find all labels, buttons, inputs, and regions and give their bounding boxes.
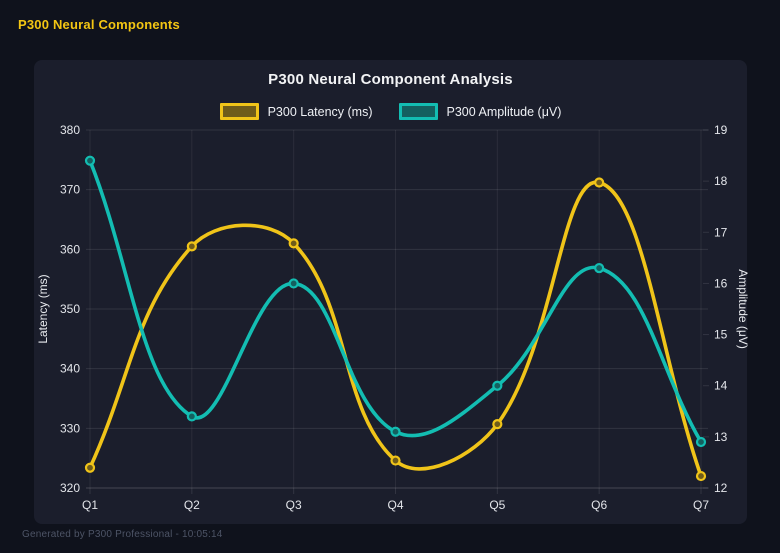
legend-swatch-latency: [219, 103, 259, 120]
data-point-0-Q5[interactable]: [492, 419, 503, 430]
data-point-0-Q1[interactable]: [84, 462, 96, 473]
y-left-tick-label: 340: [60, 362, 80, 376]
x-tick-label: Q1: [82, 498, 98, 512]
data-point-1-Q4[interactable]: [390, 426, 401, 437]
data-point-0-Q3[interactable]: [288, 238, 299, 249]
legend-item-amplitude[interactable]: P300 Amplitude (μV): [398, 103, 562, 120]
y-right-tick-label: 14: [714, 379, 728, 393]
y-right-axis-title: Amplitude (μV): [736, 269, 750, 349]
x-tick-label: Q5: [489, 498, 505, 512]
legend-label-latency: P300 Latency (ms): [267, 104, 373, 119]
y-right-tick-label: 13: [714, 430, 728, 444]
y-left-tick-label: 330: [60, 421, 80, 435]
data-point-0-Q7[interactable]: [695, 470, 707, 482]
y-left-axis-title: Latency (ms): [36, 274, 50, 343]
y-right-tick-label: 17: [714, 225, 728, 239]
data-point-0-Q4[interactable]: [390, 455, 401, 466]
y-right-tick-label: 12: [714, 481, 728, 495]
y-left-tick-label: 370: [60, 183, 80, 197]
y-left-tick-label: 320: [60, 481, 80, 495]
data-point-1-Q7[interactable]: [695, 436, 707, 448]
x-tick-label: Q2: [184, 498, 200, 512]
data-point-0-Q2[interactable]: [186, 241, 197, 252]
x-tick-label: Q6: [591, 498, 607, 512]
x-tick-label: Q4: [387, 498, 403, 512]
y-right-tick-label: 19: [714, 123, 728, 137]
y-left-tick-label: 380: [60, 123, 80, 137]
chart-title: P300 Neural Component Analysis: [268, 71, 513, 88]
y-right-tick-label: 16: [714, 276, 728, 290]
x-tick-label: Q3: [286, 498, 302, 512]
y-left-tick-label: 360: [60, 242, 80, 256]
legend-swatch-amplitude: [398, 103, 438, 120]
data-point-1-Q6[interactable]: [594, 262, 605, 274]
y-left-tick-label: 350: [60, 302, 80, 316]
y-right-tick-label: 15: [714, 328, 728, 342]
data-point-1-Q2[interactable]: [186, 411, 197, 422]
x-tick-label: Q7: [693, 498, 709, 512]
page-title: P300 Neural Components: [18, 17, 180, 32]
data-point-0-Q6[interactable]: [594, 177, 605, 188]
legend-item-latency[interactable]: P300 Latency (ms): [219, 103, 373, 120]
chart-legend: P300 Latency (ms) P300 Amplitude (μV): [34, 103, 747, 120]
data-point-1-Q1[interactable]: [84, 155, 96, 166]
footer-text: Generated by P300 Professional - 10:05:1…: [22, 529, 223, 540]
legend-label-amplitude: P300 Amplitude (μV): [446, 104, 562, 119]
y-right-tick-label: 18: [714, 174, 728, 188]
data-point-1-Q3[interactable]: [288, 278, 299, 289]
data-point-1-Q5[interactable]: [492, 380, 503, 391]
